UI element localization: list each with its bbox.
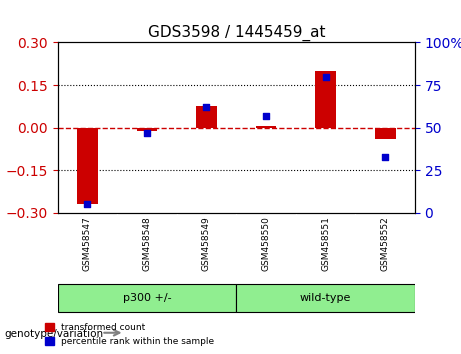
Bar (136, 128, 157, 131)
Text: GSM458550: GSM458550 (261, 216, 271, 271)
Point (143, 130, 151, 136)
Text: GSM458549: GSM458549 (202, 216, 211, 271)
Point (322, 74, 329, 79)
Text: GSM458552: GSM458552 (381, 216, 390, 271)
Bar (77, 128, 98, 204)
Bar (236, 284, 415, 312)
Bar (375, 128, 396, 139)
Text: genotype/variation: genotype/variation (5, 329, 104, 339)
Bar (196, 106, 217, 128)
Text: GSM458551: GSM458551 (321, 216, 330, 271)
Bar (255, 126, 277, 128)
Point (381, 154, 389, 159)
Point (262, 113, 270, 119)
Point (84, 201, 91, 207)
Bar (58, 284, 236, 312)
Title: GDS3598 / 1445459_at: GDS3598 / 1445459_at (148, 25, 325, 41)
Text: p300 +/-: p300 +/- (123, 293, 171, 303)
Text: wild-type: wild-type (300, 293, 351, 303)
Point (203, 104, 210, 110)
Text: GSM458548: GSM458548 (142, 216, 152, 271)
Bar (315, 71, 336, 128)
Legend: transformed count, percentile rank within the sample: transformed count, percentile rank withi… (41, 320, 218, 349)
Text: GSM458547: GSM458547 (83, 216, 92, 271)
